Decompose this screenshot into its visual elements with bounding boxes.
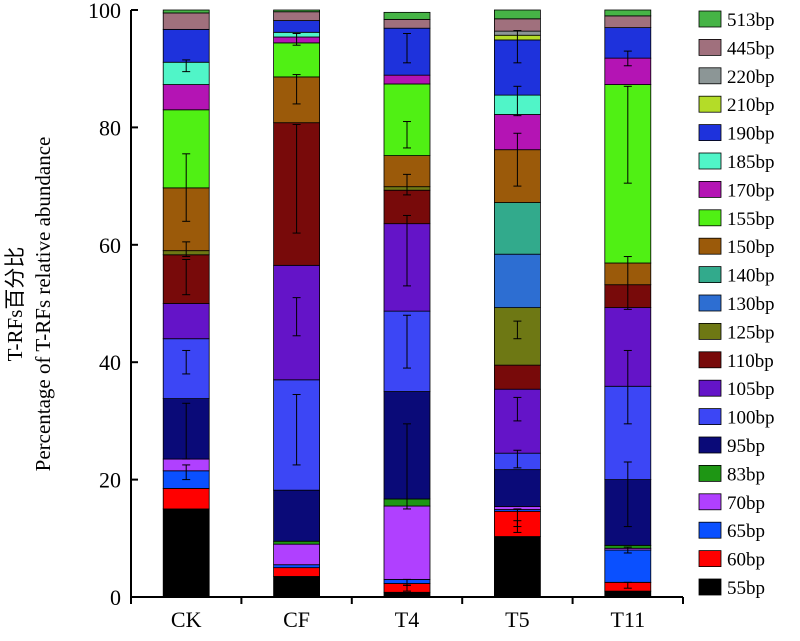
legend-label-190bp: 190bp xyxy=(727,124,775,145)
legend-swatch-100bp xyxy=(698,408,722,426)
x-tick-label: T11 xyxy=(610,607,645,632)
bar-segment-T11-55bp xyxy=(604,590,652,598)
legend-label-100bp: 100bp xyxy=(727,408,775,429)
legend-swatch-513bp xyxy=(698,10,722,28)
x-tick-label: CK xyxy=(171,607,202,632)
legend-label-110bp: 110bp xyxy=(727,351,774,372)
legend-label-170bp: 170bp xyxy=(727,180,775,201)
legend-swatch-65bp xyxy=(698,521,722,539)
bar-segment-T11-513bp xyxy=(604,9,652,17)
y-axis-label-chinese: T-RFs百分比 xyxy=(3,247,27,362)
legend-swatch-55bp xyxy=(698,578,722,596)
tick-labels: 0 20 40 60 80 100 CK CF T4 T5 T11 xyxy=(88,0,645,632)
legend-label-513bp: 513bp xyxy=(727,10,775,31)
legend-swatch-445bp xyxy=(698,39,722,56)
bar-segment-T5-55bp xyxy=(493,536,541,598)
bar-segment-T4-170bp xyxy=(383,74,431,85)
legend-label-140bp: 140bp xyxy=(727,266,775,287)
legend-swatch-150bp xyxy=(698,237,722,255)
legend-swatch-130bp xyxy=(698,294,722,312)
bar-segment-CK-170bp xyxy=(162,84,210,111)
legend-swatch-110bp xyxy=(698,351,722,369)
legend-swatch-140bp xyxy=(698,266,722,284)
bar-segment-CF-55bp xyxy=(273,576,321,598)
legend-label-445bp: 445bp xyxy=(727,38,775,59)
legend: 513bp 445bp 220bp 210bp 190bp 185bp 170bp 155bp… xyxy=(698,10,775,599)
bar-segment-CF-95bp xyxy=(273,489,321,542)
legend-swatch-95bp xyxy=(698,436,722,454)
bar-segment-T11-445bp xyxy=(604,15,652,29)
legend-swatch-155bp xyxy=(698,209,722,227)
bar-segment-CK-445bp xyxy=(162,12,210,30)
legend-label-130bp: 130bp xyxy=(727,294,775,315)
bar-segment-CK-55bp xyxy=(162,508,210,598)
bar-segment-CK-60bp xyxy=(162,488,210,510)
bar-segment-CF-445bp xyxy=(273,11,321,21)
legend-label-155bp: 155bp xyxy=(727,209,775,230)
bar-segment-T4-55bp xyxy=(383,591,431,598)
bar-segment-CF-83bp xyxy=(273,540,321,545)
legend-swatch-70bp xyxy=(698,493,722,511)
bar-segment-CK-105bp xyxy=(162,303,210,340)
bar-segment-CF-513bp xyxy=(273,9,321,13)
x-tick-label: CF xyxy=(283,607,310,632)
bar-segment-CF-70bp xyxy=(273,543,321,566)
legend-swatch-125bp xyxy=(698,322,722,340)
x-tick-label: T4 xyxy=(395,607,419,632)
legend-label-150bp: 150bp xyxy=(727,237,775,258)
bar-segment-CK-100bp xyxy=(162,338,210,399)
y-tick-label: 100 xyxy=(88,0,121,23)
error-bars xyxy=(182,30,632,592)
legend-swatch-185bp xyxy=(698,152,722,170)
legend-label-70bp: 70bp xyxy=(727,493,765,514)
legend-label-220bp: 220bp xyxy=(727,67,775,88)
axes xyxy=(130,9,684,604)
legend-label-105bp: 105bp xyxy=(727,379,775,400)
legend-swatch-83bp xyxy=(698,464,722,482)
legend-label-55bp: 55bp xyxy=(727,578,765,599)
y-tick-label: 40 xyxy=(99,350,121,375)
legend-swatch-210bp xyxy=(698,95,722,113)
bar-segment-T5-445bp xyxy=(493,18,541,32)
y-tick-label: 60 xyxy=(99,233,121,258)
bar-segment-T5-110bp xyxy=(493,364,541,390)
bar-segment-T4-445bp xyxy=(383,18,431,29)
x-tick-label: T5 xyxy=(505,607,529,632)
y-axis-label-english: Percentage of T-RFs relative abundance xyxy=(31,137,55,472)
bar-segment-T4-513bp xyxy=(383,11,431,20)
bar-segment-T5-513bp xyxy=(493,9,541,20)
bar-segment-CK-190bp xyxy=(162,28,210,63)
legend-label-83bp: 83bp xyxy=(727,464,765,485)
legend-label-210bp: 210bp xyxy=(727,95,775,116)
legend-swatch-105bp xyxy=(698,379,722,397)
bar-segment-T5-95bp xyxy=(493,469,541,508)
legend-swatch-170bp xyxy=(698,180,722,198)
bar-segment-T4-70bp xyxy=(383,505,431,580)
bar-segment-CF-155bp xyxy=(273,42,321,78)
legend-label-185bp: 185bp xyxy=(727,152,775,173)
legend-label-95bp: 95bp xyxy=(727,436,765,457)
bar-segment-CF-60bp xyxy=(273,567,321,577)
legend-label-60bp: 60bp xyxy=(727,550,765,571)
legend-swatch-60bp xyxy=(698,550,722,567)
bar-segment-T5-130bp xyxy=(493,253,541,309)
bar-segment-CF-190bp xyxy=(273,20,321,33)
bar-segment-CF-65bp xyxy=(273,564,321,569)
legend-label-125bp: 125bp xyxy=(727,322,775,343)
bar-segment-T11-65bp xyxy=(604,549,652,583)
bar-segment-CK-513bp xyxy=(162,9,210,14)
y-tick-label: 80 xyxy=(99,115,121,140)
legend-swatch-220bp xyxy=(698,67,722,85)
y-tick-label: 20 xyxy=(99,468,121,493)
y-tick-label: 0 xyxy=(110,585,121,610)
legend-label-65bp: 65bp xyxy=(727,521,765,542)
bar-segment-T5-140bp xyxy=(493,202,541,255)
legend-swatch-190bp xyxy=(698,124,722,141)
